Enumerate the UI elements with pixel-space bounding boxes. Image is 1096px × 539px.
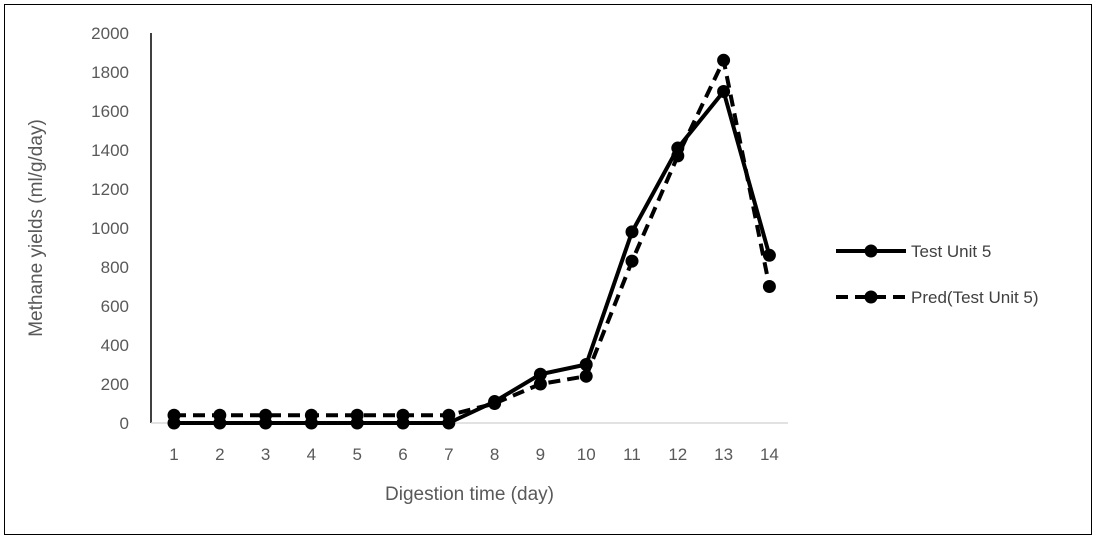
- legend-marker: [864, 244, 878, 258]
- y-tick-label: 1600: [91, 102, 129, 121]
- data-point: [762, 280, 776, 293]
- x-tick-label: 12: [668, 445, 687, 464]
- x-tick-label: 8: [490, 445, 499, 464]
- x-tick-label: 13: [714, 445, 733, 464]
- data-point: [488, 397, 502, 410]
- legend-entry: Pred(Test Unit 5): [836, 288, 1039, 307]
- data-point: [350, 408, 364, 422]
- legend-label: Test Unit 5: [911, 242, 991, 261]
- x-tick-label: 10: [577, 445, 596, 464]
- data-point: [717, 53, 731, 67]
- data-point: [304, 408, 318, 422]
- chart-frame: [4, 4, 1092, 535]
- legend-label: Pred(Test Unit 5): [911, 288, 1039, 307]
- series-line: [174, 58, 772, 418]
- series-layer: [167, 53, 776, 430]
- x-tick-label: 11: [623, 445, 641, 464]
- y-tick-label: 400: [101, 336, 129, 355]
- y-tick-label: 0: [120, 414, 129, 433]
- data-point: [533, 367, 547, 381]
- legend-marker: [864, 290, 878, 304]
- data-point: [625, 225, 639, 239]
- data-point: [167, 408, 181, 422]
- legend: Test Unit 5 Pred(Test Unit 5): [836, 242, 1039, 307]
- x-tick-label: 2: [215, 445, 224, 464]
- x-tick-label: 4: [307, 445, 316, 464]
- x-tick-label: 14: [760, 445, 779, 464]
- data-point: [442, 408, 456, 422]
- series-line: [174, 89, 772, 425]
- y-tick-label: 1200: [91, 180, 129, 199]
- x-tick-label: 5: [352, 445, 361, 464]
- legend-entry: Test Unit 5: [836, 242, 991, 261]
- data-point: [625, 254, 639, 268]
- y-tick-label: 600: [101, 297, 129, 316]
- y-tick-label: 2000: [91, 24, 129, 43]
- x-axis-title: Digestion time (day): [385, 484, 554, 505]
- data-point: [579, 369, 593, 383]
- x-tick-label: 1: [169, 445, 178, 464]
- series-2: [167, 53, 776, 422]
- y-tick-label: 800: [101, 258, 129, 277]
- y-tick-label: 1000: [91, 219, 129, 238]
- y-tick-label: 1400: [91, 141, 129, 160]
- data-point: [717, 85, 731, 98]
- y-tick-label: 1800: [91, 63, 129, 82]
- y-axis-title: Methane yields (ml/g/day): [26, 119, 47, 337]
- data-point: [396, 408, 410, 422]
- x-tick-label: 3: [261, 445, 270, 464]
- y-tick-label: 200: [101, 375, 129, 394]
- x-tick-label: 6: [398, 445, 407, 464]
- data-point: [533, 377, 547, 391]
- series-1: [167, 85, 776, 430]
- data-point: [671, 149, 685, 163]
- x-tick-labels: 1 2 3 4 5 6 7 8 9 10 11 12 13 14: [169, 445, 779, 464]
- data-point: [213, 408, 227, 422]
- x-tick-label: 9: [536, 445, 545, 464]
- y-tick-labels: 0 200 400 600 800 1000 1200 1400 1600 1800 2000: [91, 24, 129, 433]
- axes: [150, 33, 788, 424]
- data-point: [762, 248, 776, 262]
- data-point: [259, 408, 273, 422]
- x-tick-label: 7: [444, 445, 453, 464]
